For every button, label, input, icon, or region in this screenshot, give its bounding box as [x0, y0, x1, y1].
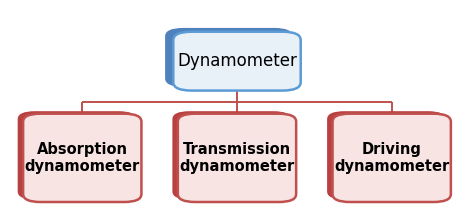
FancyBboxPatch shape — [173, 111, 291, 200]
Text: Driving
dynamometer: Driving dynamometer — [334, 142, 449, 174]
FancyBboxPatch shape — [178, 114, 296, 202]
FancyBboxPatch shape — [165, 28, 292, 87]
FancyBboxPatch shape — [327, 111, 446, 200]
Text: Transmission
dynamometer: Transmission dynamometer — [179, 142, 295, 174]
FancyBboxPatch shape — [23, 114, 141, 202]
FancyBboxPatch shape — [333, 114, 451, 202]
Text: Absorption
dynamometer: Absorption dynamometer — [25, 142, 140, 174]
FancyBboxPatch shape — [173, 32, 301, 91]
FancyBboxPatch shape — [18, 111, 136, 200]
Text: Dynamometer: Dynamometer — [177, 52, 297, 70]
